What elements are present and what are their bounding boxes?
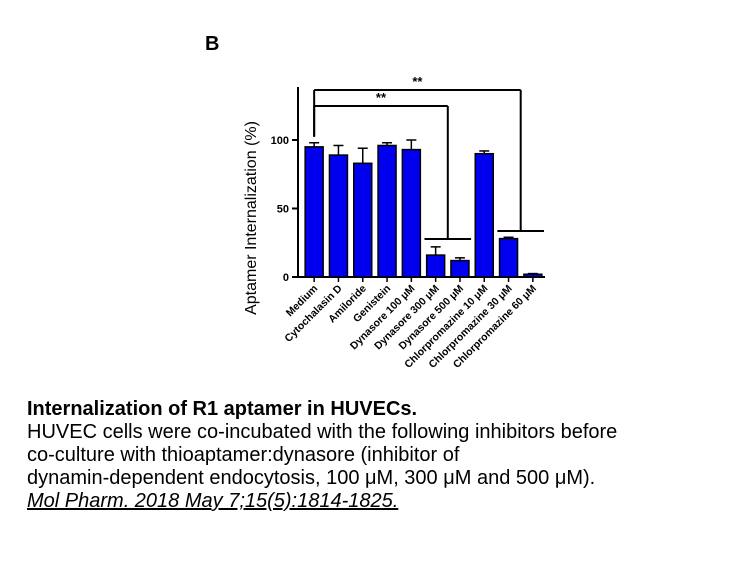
significance-label: **	[412, 74, 423, 89]
bar	[425, 254, 446, 278]
significance-label: **	[376, 90, 387, 105]
bar	[304, 146, 324, 278]
caption-line: co-culture with thioaptamer:dynasore (in…	[27, 444, 460, 466]
bar	[328, 154, 349, 278]
bar	[523, 273, 543, 278]
caption-line: dynamin-dependent endocytosis, 100 μM, 3…	[27, 467, 596, 489]
bar	[498, 237, 519, 278]
y-tick-label: 0	[283, 272, 289, 284]
y-tick-label: 50	[277, 204, 289, 216]
caption-title: Internalization of R1 aptamer in HUVECs.	[27, 398, 418, 420]
figure-caption: Internalization of R1 aptamer in HUVECs.…	[27, 398, 747, 513]
bar	[377, 144, 397, 278]
caption-citation-link[interactable]: Mol Pharm. 2018 May 7;15(5):1814-1825.	[27, 490, 399, 512]
y-axis-label: Aptamer Internalization (%)	[243, 121, 260, 315]
caption-line: HUVEC cells were co-incubated with the f…	[27, 421, 618, 443]
bar	[401, 148, 422, 278]
panel-label: B	[205, 33, 219, 55]
chart: B Aptamer Internalization (%) 050100Medi…	[205, 33, 545, 371]
bar	[353, 162, 373, 278]
bar	[474, 152, 494, 278]
y-tick-label: 100	[271, 135, 289, 147]
bar	[450, 259, 470, 278]
